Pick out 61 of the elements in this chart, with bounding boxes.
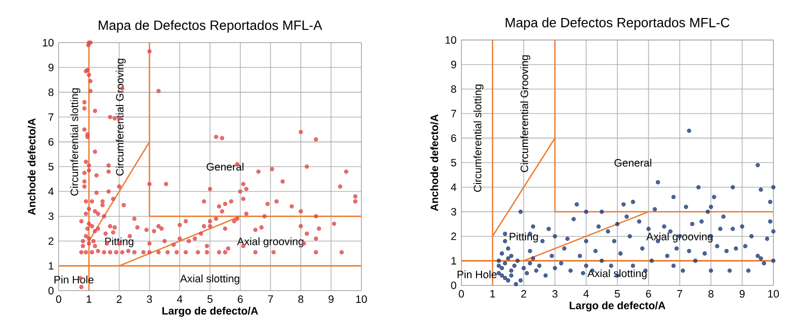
x-tick-label: 0 — [56, 296, 62, 304]
x-tick-label: 7 — [268, 296, 273, 303]
x-tick-label: 5 — [207, 296, 213, 303]
annotation: Axial slotting — [587, 269, 647, 280]
x-tick-label: 6 — [238, 296, 243, 304]
x-tick-label: 4 — [177, 296, 182, 303]
y-tick-label: 8 — [48, 88, 54, 96]
x-tick-label: 10 — [356, 296, 367, 304]
y-tick-label: 6 — [451, 134, 456, 142]
x-tick-label: 2 — [116, 296, 122, 303]
annotation: Circumferential slotting — [474, 84, 484, 192]
annotation: Circumferential slotting — [70, 88, 80, 196]
annotation: Circumferential Grooving — [520, 55, 530, 172]
x-tick-label: 2 — [521, 290, 526, 298]
x-tick-label: 9 — [740, 290, 745, 298]
x-tick-label: 3 — [552, 290, 558, 298]
x-tick-label: 4 — [583, 290, 589, 298]
annotation: Axial grooving — [646, 232, 713, 243]
annotation: Pitting — [510, 232, 538, 243]
y-tick-label: 2 — [48, 238, 54, 245]
annotation: Axial grooving — [237, 237, 304, 248]
annotation: General — [614, 158, 652, 167]
x-tick-label: 0 — [458, 290, 464, 298]
y-tick-label: 2 — [451, 232, 456, 240]
annotation: General — [206, 162, 244, 171]
x-axis-title: Largo de defecto/A — [570, 302, 666, 312]
y-tick-label: 7 — [451, 110, 456, 118]
chart-title: Mapa de Defectos Reportados MFL-A — [98, 20, 322, 33]
y-tick-label: 4 — [450, 184, 456, 192]
annotation: Axial slotting — [180, 274, 240, 285]
y-tick-label: 10 — [446, 36, 456, 44]
y-tick-label: 4 — [48, 188, 54, 196]
y-tick-label: 1 — [48, 262, 54, 270]
x-tick-label: 7 — [677, 290, 682, 298]
x-tick-label: 9 — [328, 296, 334, 304]
x-tick-label: 8 — [298, 296, 304, 304]
y-axis-title: Anchode defecto/A — [28, 118, 36, 216]
x-tick-label: 10 — [768, 290, 779, 298]
y-tick-label: 9 — [451, 60, 456, 68]
y-tick-label: 7 — [48, 114, 54, 121]
chart-title: Mapa de Defectos Reportados MFL-C — [506, 18, 730, 30]
y-tick-label: 6 — [48, 138, 54, 146]
x-tick-label: 1 — [490, 290, 495, 298]
x-tick-label: 6 — [646, 290, 652, 298]
y-tick-label: 10 — [42, 39, 54, 47]
y-tick-label: 9 — [48, 64, 54, 72]
x-tick-label: 1 — [86, 296, 92, 303]
annotation: Pitting — [105, 237, 134, 248]
y-tick-label: 3 — [451, 208, 456, 216]
y-tick-label: 0 — [451, 282, 456, 290]
y-tick-label: 5 — [451, 159, 456, 167]
y-tick-label: 1 — [452, 257, 456, 265]
y-tick-label: 8 — [451, 85, 456, 93]
y-axis-title: Anchode defecto/A — [430, 114, 438, 212]
x-axis-title: Largo de defecto/A — [162, 306, 258, 317]
y-tick-label: 3 — [48, 212, 54, 220]
annotation: Circumferential Grooving — [116, 58, 126, 176]
x-tick-label: 8 — [708, 290, 714, 298]
x-tick-label: 3 — [146, 296, 152, 304]
y-tick-label: 5 — [48, 163, 54, 171]
x-tick-label: 5 — [614, 290, 620, 298]
